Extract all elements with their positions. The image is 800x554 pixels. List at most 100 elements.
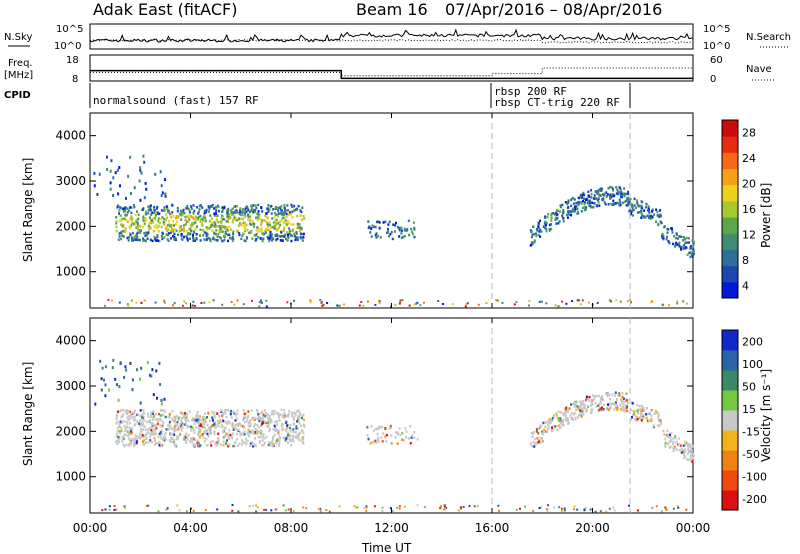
echo-cell [689,247,692,250]
echo-cell [163,223,166,226]
echo-cell [264,415,267,418]
echo-cell [621,391,624,395]
echo-cell [653,412,656,415]
echo-cell [691,460,694,463]
echo-cell [413,303,416,306]
echo-cell [263,441,266,444]
echo-cell [366,434,369,437]
echo-cell [153,235,156,239]
echo-cell [568,210,571,213]
echo-cell [235,205,238,208]
echo-cell [588,201,591,205]
colorbar-tick-label: 24 [742,152,756,165]
echo-cell [231,436,234,440]
echo-cell [533,239,536,242]
echo-cell [153,436,156,440]
echo-cell [689,245,692,248]
echo-cell [387,227,389,231]
echo-cell [209,214,212,217]
echo-cell [105,365,107,369]
echo-cell [274,223,277,227]
colorbar-frame [721,119,739,299]
echo-cell [130,427,133,430]
echo-cell [291,205,294,208]
echo-cell [280,205,283,208]
echo-cell [326,302,329,304]
echo-cell [230,434,233,437]
echo-cell [676,300,679,303]
echo-cell [664,437,667,441]
echo-cell [624,192,627,196]
echo-cell [547,504,549,507]
echo-cell [187,220,190,223]
echo-cell [183,434,186,438]
echo-cell [239,213,242,216]
echo-cell [618,190,621,194]
echo-cell [221,206,224,209]
echo-cell [236,438,239,441]
echo-cell [153,211,156,214]
velocity-ylabel: Slant Range [km] [21,362,35,466]
echo-cell [619,300,622,303]
echo-cell [157,217,160,220]
echo-cell [672,437,675,440]
freq-unit: [MHz] [4,70,33,81]
echo-cell [269,441,272,445]
echo-cell [122,437,125,440]
echo-cell [533,445,536,448]
echo-cell [577,196,580,200]
echo-cell [292,430,295,433]
echo-cell [650,214,652,218]
echo-cell [151,221,154,224]
echo-cell [566,216,569,219]
echo-cell [255,233,258,236]
echo-cell [180,233,183,236]
echo-cell [596,301,599,304]
cpid-entry-rbsp: rbsp 200 RF [494,85,567,98]
echo-cell [567,213,570,216]
echo-cell [528,304,530,307]
echo-cell [636,201,639,205]
echo-cell [167,232,170,235]
echo-cell [122,413,125,416]
echo-cell [242,232,245,235]
echo-cell [292,423,295,426]
echo-cell [221,303,224,306]
echo-cell [411,230,413,234]
echo-cell [230,213,233,217]
echo-cell [251,442,254,445]
nsearch-trace [89,38,694,44]
echo-cell [595,197,598,200]
echo-cell [673,447,676,450]
echo-cell [577,203,580,207]
echo-cell [156,422,159,426]
echo-cell [554,218,557,221]
echo-cell [234,414,237,417]
echo-cell [123,444,126,448]
echo-cell [157,219,160,223]
echo-cell [261,410,264,414]
echo-cell [196,414,199,418]
echo-cell [145,212,148,215]
echo-cell [601,198,604,201]
echo-cell [301,429,303,432]
echo-cell [267,441,270,444]
echo-cell [219,418,222,422]
echo-cell [535,234,538,238]
echo-cell [547,423,550,427]
echo-cell [153,415,156,418]
y-tick-label: 3000 [55,379,86,393]
echo-cell [605,195,608,198]
echo-cell [580,407,583,411]
echo-cell [257,236,260,239]
echo-cell [194,417,197,420]
echo-cell [590,192,593,196]
echo-cell [182,416,185,419]
echo-cell [218,225,221,228]
echo-cell [164,194,167,198]
echo-cell [270,420,273,423]
echo-cell [689,445,691,448]
echo-cell [188,425,190,428]
echo-cell [133,438,136,442]
echo-cell [585,206,588,209]
